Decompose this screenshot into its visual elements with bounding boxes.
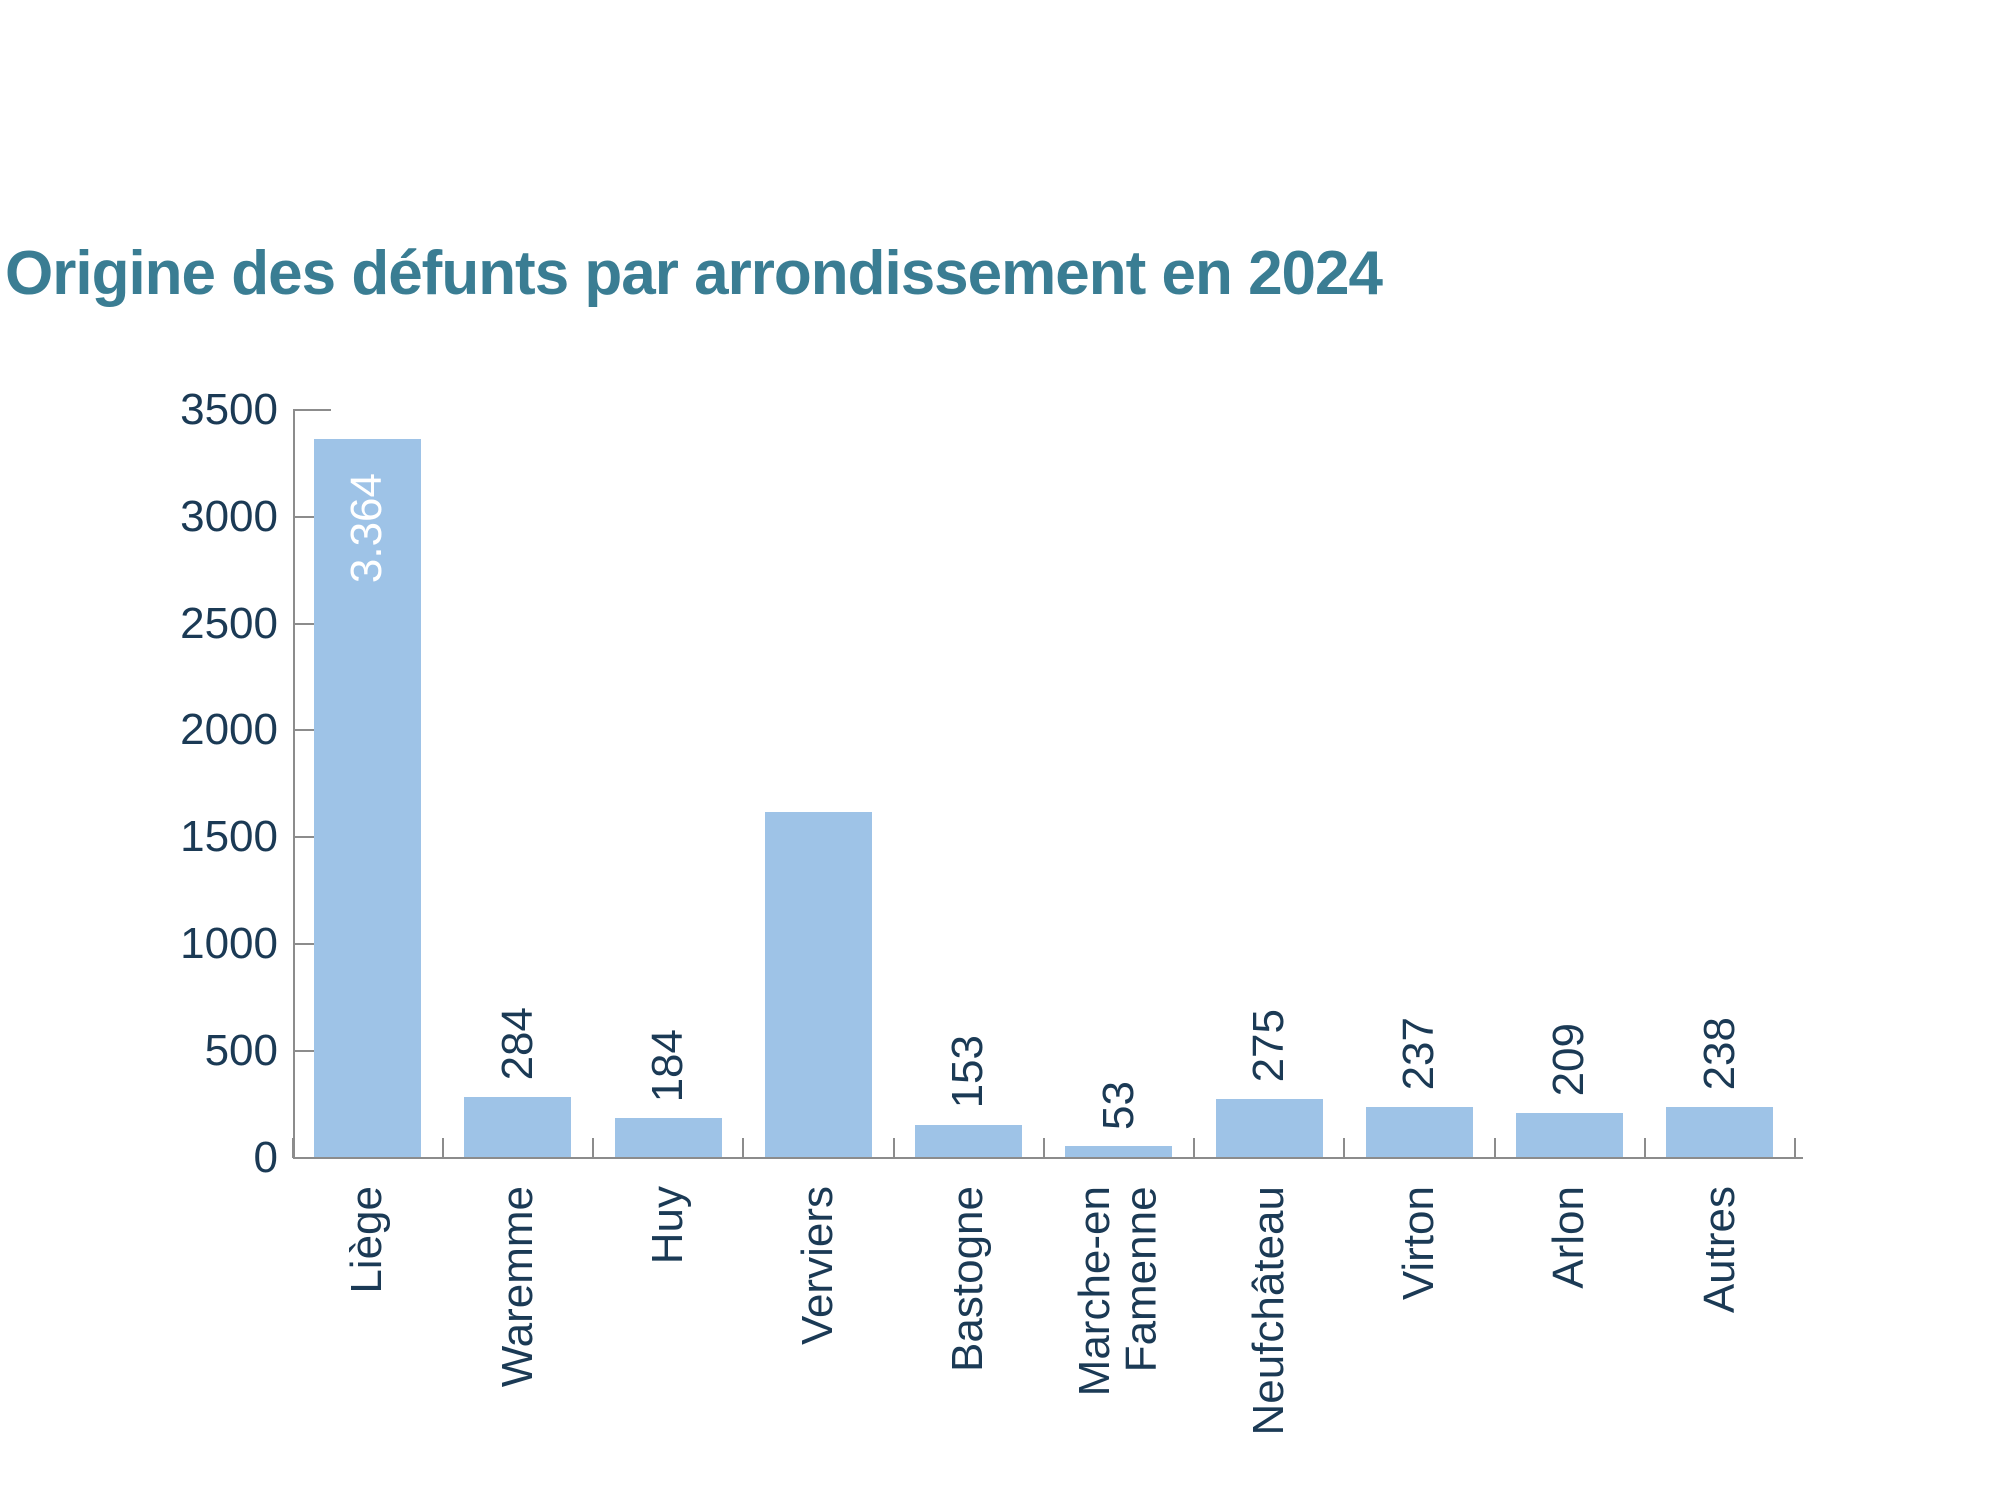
x-tick [592,1137,594,1158]
bar [1666,1106,1774,1158]
bar [1065,1146,1173,1158]
x-tick [1643,1137,1646,1158]
y-tick-label: 1500 [180,812,278,862]
y-tick-label: 500 [204,1025,278,1075]
bar [314,439,422,1158]
bar [764,811,872,1158]
y-tick-label: 2000 [180,705,278,755]
bar [1516,1112,1624,1158]
y-tick [292,515,331,518]
x-tick [1794,1137,1796,1158]
x-tick [742,1137,745,1158]
y-axis-line [292,410,295,1159]
x-tick [1042,1137,1045,1158]
y-tick [292,622,331,625]
y-tick [292,409,331,411]
bar [1215,1098,1323,1158]
x-axis-line [292,1156,1803,1159]
x-tick [1193,1137,1195,1158]
y-tick-label: 1000 [180,918,278,968]
y-tick-label: 3500 [180,385,278,434]
y-tick-label: 3000 [180,491,278,541]
x-tick [441,1137,444,1158]
x-tick [1343,1137,1346,1158]
chart-title: Origine des défunts par arrondissement e… [5,239,1383,308]
bar [1365,1106,1473,1158]
bar [915,1124,1023,1158]
y-tick-label: 0 [253,1132,278,1182]
y-tick [292,942,331,945]
y-tick [292,729,331,732]
x-tick [1493,1137,1496,1158]
bar [614,1118,722,1158]
y-tick [292,1049,331,1052]
x-tick [892,1137,895,1158]
y-tick [292,836,331,839]
bar [464,1096,572,1158]
y-tick-label: 2500 [180,598,278,648]
